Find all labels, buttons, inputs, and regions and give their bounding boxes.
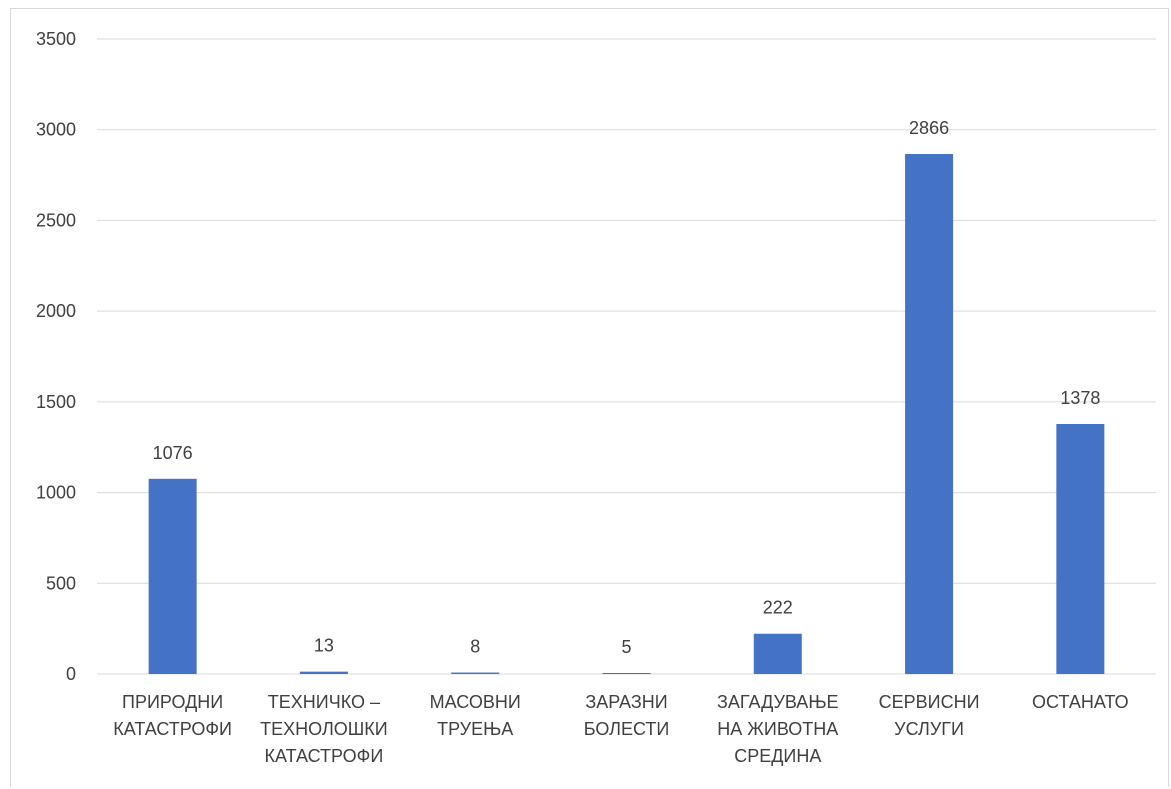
chart-frame bbox=[10, 8, 1169, 787]
x-tick-label: МАСОВНИ bbox=[430, 692, 521, 712]
x-tick-label: КАТАСТРОФИ bbox=[113, 719, 232, 739]
y-tick-label: 3500 bbox=[36, 29, 76, 49]
bar bbox=[905, 154, 954, 675]
x-tick-label: УСЛУГИ bbox=[894, 719, 964, 739]
x-tick-label: ЗАГАДУВАЊЕ bbox=[717, 692, 838, 712]
x-tick-label: БОЛЕСТИ bbox=[584, 719, 670, 739]
bar bbox=[299, 671, 348, 674]
data-label: 1076 bbox=[153, 443, 193, 463]
x-tick-label: ТЕХНОЛОШКИ bbox=[260, 719, 388, 739]
data-label: 2866 bbox=[909, 118, 949, 138]
x-tick-label: СЕРВИСНИ bbox=[879, 692, 980, 712]
data-label: 222 bbox=[763, 598, 793, 618]
x-tick-label: ТРУЕЊА bbox=[437, 719, 513, 739]
y-tick-label: 0 bbox=[66, 664, 76, 684]
x-tick-label: ПРИРОДНИ bbox=[122, 692, 223, 712]
data-label: 5 bbox=[621, 637, 631, 657]
data-label: 13 bbox=[314, 636, 334, 656]
bar bbox=[753, 633, 802, 674]
bar bbox=[1056, 423, 1105, 674]
y-tick-label: 1500 bbox=[36, 392, 76, 412]
y-tick-label: 2500 bbox=[36, 210, 76, 230]
x-tick-label: НА ЖИВОТНА bbox=[717, 719, 838, 739]
bar bbox=[602, 673, 651, 674]
bar bbox=[451, 672, 500, 674]
y-tick-label: 1000 bbox=[36, 483, 76, 503]
data-label: 8 bbox=[470, 637, 480, 657]
data-label: 1378 bbox=[1060, 388, 1100, 408]
x-tick-label: ЗАРАЗНИ bbox=[585, 692, 667, 712]
y-tick-label: 2000 bbox=[36, 301, 76, 321]
x-tick-label: ТЕХНИЧКО – bbox=[268, 692, 380, 712]
x-tick-label: СРЕДИНА bbox=[734, 746, 821, 766]
bar bbox=[148, 478, 197, 674]
y-tick-label: 500 bbox=[46, 573, 76, 593]
x-tick-label: ОСТАНАТО bbox=[1032, 692, 1129, 712]
y-tick-label: 3000 bbox=[36, 120, 76, 140]
x-tick-label: КАТАСТРОФИ bbox=[265, 746, 384, 766]
